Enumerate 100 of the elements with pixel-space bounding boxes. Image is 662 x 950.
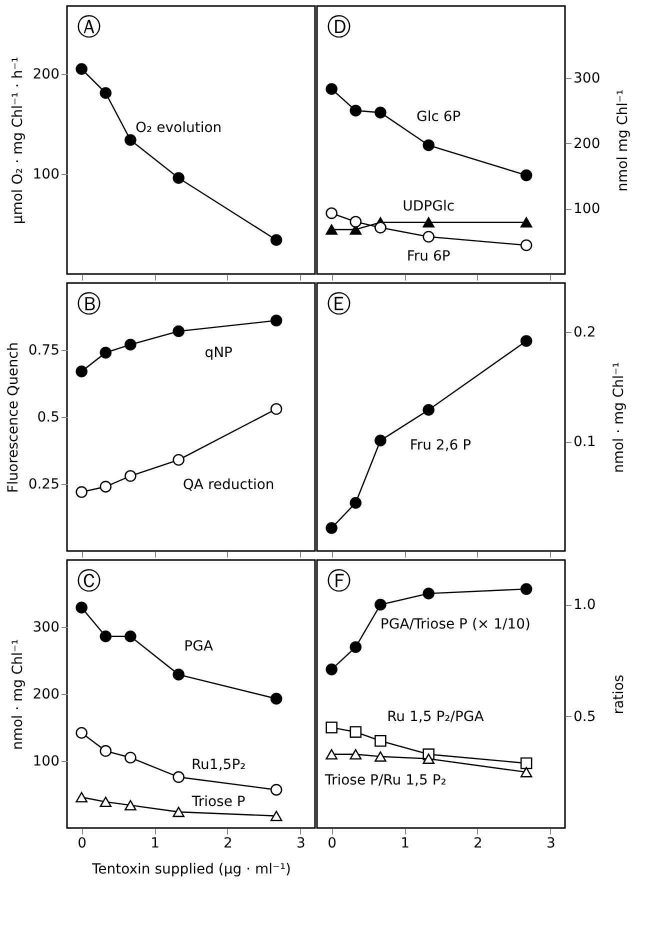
series-label: Fru 2,6 P	[410, 438, 472, 454]
y-axis-title: µmol O₂ · mg Chl⁻¹ · h⁻¹	[10, 56, 26, 224]
point	[326, 749, 338, 760]
series-label: Ru1,5P₂	[191, 757, 246, 774]
point	[374, 598, 386, 611]
x-tick-label: 0	[78, 836, 87, 852]
point	[326, 664, 338, 676]
y-axis-title: Fluorescence Quench	[5, 342, 22, 493]
point	[172, 668, 184, 680]
annotation: Ⓐ	[77, 13, 101, 41]
point	[350, 496, 362, 509]
point	[76, 602, 88, 614]
point	[350, 749, 362, 760]
point	[100, 480, 112, 493]
point	[520, 757, 532, 770]
x-tick-label: 3	[296, 836, 306, 852]
series-label: UDPGlc	[402, 198, 455, 214]
point	[100, 87, 112, 99]
y-tick-label: 1.0	[574, 597, 596, 614]
point	[326, 83, 338, 95]
annotation: Ⓓ	[327, 13, 351, 41]
y-tick-label: 0.25	[28, 476, 60, 492]
y-axis-title: nmol · mg Chl⁻¹	[610, 362, 627, 473]
point	[374, 434, 386, 446]
point	[270, 784, 282, 796]
point	[326, 722, 338, 734]
y-tick-label: 0.5	[37, 410, 60, 426]
point	[422, 754, 434, 764]
point	[520, 217, 532, 228]
annotation: Ⓕ	[327, 567, 351, 595]
y-tick-label: 100	[32, 754, 60, 770]
point	[172, 325, 184, 338]
point	[422, 404, 434, 416]
annotation: Ⓒ	[77, 567, 101, 595]
series-label: Fru 6P	[406, 248, 450, 265]
point	[374, 751, 386, 762]
y-axis-title: nmol · mg Chl⁻¹	[10, 639, 26, 750]
point	[270, 810, 282, 822]
point	[124, 470, 136, 482]
y-axis-title: nmol mg Chl⁻¹	[615, 90, 632, 192]
x-tick-label: 2	[224, 836, 232, 852]
point	[172, 454, 184, 466]
y-tick-label: 200	[32, 686, 60, 702]
point	[350, 104, 362, 116]
y-tick-label: 0.2	[574, 324, 596, 341]
x-axis-title: Tentoxin supplied (µg · ml⁻¹)	[90, 862, 292, 878]
y-tick-label: 0.75	[28, 342, 60, 358]
y-tick-label: 200	[32, 66, 60, 82]
y-tick-label: 100	[32, 166, 60, 182]
point	[76, 63, 88, 75]
point	[124, 338, 136, 351]
point	[172, 806, 184, 818]
x-tick-label: 2	[474, 836, 482, 852]
annotation: Ⓑ	[77, 290, 101, 318]
point	[350, 216, 362, 228]
point	[326, 207, 338, 220]
point	[76, 792, 88, 802]
point	[520, 335, 532, 347]
y-tick-label: 300	[574, 70, 600, 86]
x-tick-label: 1	[400, 836, 410, 852]
series-label: Ru 1,5 P₂/PGA	[387, 708, 484, 725]
point	[270, 314, 282, 326]
point	[172, 771, 184, 783]
point	[100, 346, 112, 359]
x-tick-label: 0	[328, 836, 337, 852]
series-label: PGA/Triose P (× 1/10)	[380, 616, 531, 633]
y-tick-label: 100	[574, 201, 600, 218]
point	[326, 224, 338, 235]
point	[422, 139, 434, 152]
point	[350, 726, 362, 738]
annotation: Ⓔ	[327, 290, 351, 318]
point	[350, 641, 362, 653]
x-tick-label: 3	[546, 836, 556, 852]
series-label: QA reduction	[182, 476, 274, 493]
point	[374, 106, 386, 118]
point	[520, 583, 532, 595]
point	[124, 752, 136, 764]
point	[124, 630, 136, 642]
y-tick-label: 200	[574, 136, 600, 152]
point	[124, 134, 136, 146]
point	[100, 745, 112, 757]
series-label: qNP	[204, 345, 233, 362]
y-tick-label: 0.1	[574, 434, 596, 450]
point	[270, 234, 282, 246]
series-label: O₂ evolution	[136, 120, 222, 136]
point	[520, 239, 532, 252]
y-axis-title: ratios	[610, 674, 627, 714]
point	[270, 692, 282, 705]
point	[520, 766, 532, 778]
y-tick-label: 300	[32, 620, 60, 636]
point	[76, 366, 88, 378]
point	[76, 486, 88, 498]
point	[100, 630, 112, 642]
point	[100, 796, 112, 808]
series-label: Triose P/Ru 1,5 P₂	[324, 772, 446, 788]
point	[422, 217, 434, 228]
point	[374, 222, 386, 234]
point	[76, 726, 88, 739]
point	[374, 735, 386, 747]
series-label: Triose P	[190, 794, 246, 810]
